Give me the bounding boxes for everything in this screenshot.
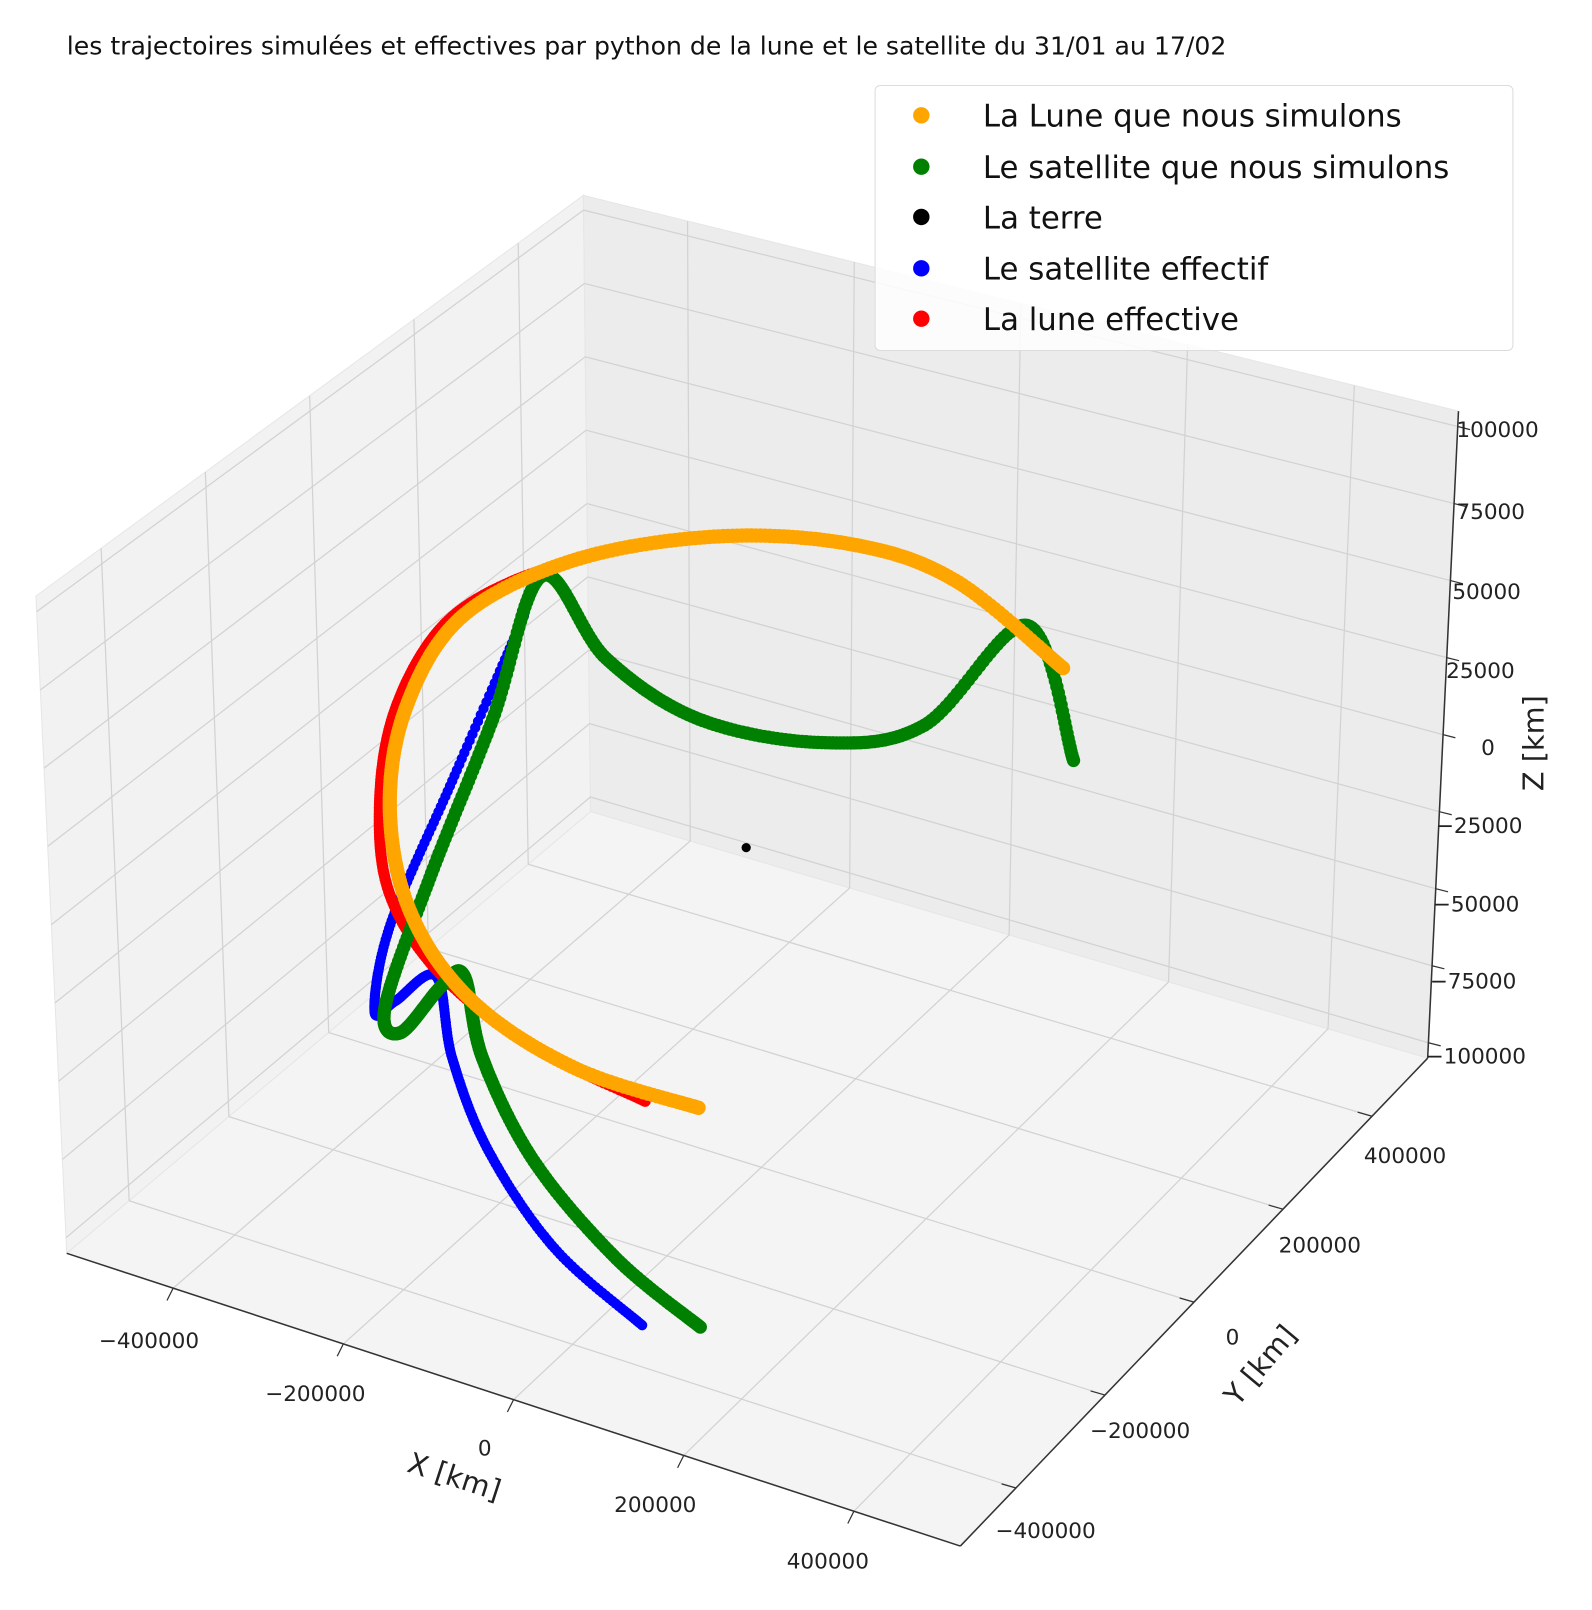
z-tick-label: 0 <box>1481 736 1495 761</box>
grid-line <box>517 243 529 865</box>
z-tick-label: 75000 <box>1456 500 1525 525</box>
grid-line <box>128 1200 1017 1489</box>
legend-marker-moon-eff <box>913 310 930 327</box>
y-tick <box>1090 1390 1106 1396</box>
x-tick <box>506 1399 515 1413</box>
grid-line <box>1167 344 1189 982</box>
legend-marker-moon-sim <box>913 107 930 124</box>
z-tick <box>1428 1042 1441 1047</box>
grid-line <box>528 863 1373 1117</box>
axes-panes <box>35 194 1460 1547</box>
z-tick <box>1431 965 1445 970</box>
z-tick <box>1453 502 1467 508</box>
y-tick-labels: −400000 −200000 0 200000 400000 <box>995 1144 1446 1544</box>
y-tick <box>1268 1204 1284 1210</box>
grid-line <box>309 395 330 1033</box>
x-tick-label: −200000 <box>265 1382 365 1407</box>
y-tick <box>1001 1483 1017 1489</box>
grid-line <box>428 947 1284 1210</box>
x-tick <box>677 1455 685 1469</box>
z-tick-labels: −100000 −75000 −50000 −25000 0 25000 500… <box>1426 418 1539 1070</box>
z-tick-label: −25000 <box>1436 814 1523 839</box>
x-tick-labels: −400000 −200000 0 200000 400000 <box>99 1329 869 1575</box>
legend: La Lune que nous simulons Le satellite q… <box>874 85 1514 352</box>
z-tick-label: −50000 <box>1433 892 1520 917</box>
grid-lines <box>36 209 1458 1512</box>
y-tick-label: 200000 <box>1279 1233 1361 1258</box>
z-tick <box>1457 425 1471 431</box>
z-tick-label: 25000 <box>1446 659 1515 684</box>
z-tick-label: 50000 <box>1452 580 1521 605</box>
grid-line <box>849 262 855 888</box>
z-tick-label: −75000 <box>1430 969 1517 994</box>
grid-line <box>204 471 230 1117</box>
z-tick <box>1435 888 1449 893</box>
y-tick-label: 0 <box>1226 1326 1240 1351</box>
x-tick <box>847 1510 855 1524</box>
chart-title: les trajectoires simulées et effectives … <box>67 32 1227 61</box>
legend-marker-earth <box>913 208 930 226</box>
x-tick-label: 200000 <box>614 1493 696 1518</box>
x-tick <box>166 1287 174 1301</box>
z-tick <box>1442 734 1456 739</box>
grid-line <box>328 1031 1195 1303</box>
y-tick-label: 400000 <box>1364 1144 1446 1169</box>
x-tick <box>336 1343 344 1357</box>
grid-line <box>100 548 130 1201</box>
data-point <box>1055 660 1071 676</box>
plot-area <box>369 528 1081 1334</box>
grid-line <box>228 1116 1106 1396</box>
legend-label: Le satellite effectif <box>983 252 1269 288</box>
y-tick-label: −200000 <box>1090 1419 1190 1444</box>
grid-line <box>686 221 691 842</box>
legend-marker-sat-sim <box>913 158 930 175</box>
y-tick <box>1357 1111 1373 1117</box>
y-tick <box>1179 1297 1195 1303</box>
legend-label: La Lune que nous simulons <box>983 99 1402 135</box>
x-tick-label: −400000 <box>99 1329 199 1354</box>
x-tick-label: 400000 <box>787 1550 869 1575</box>
legend-label: Le satellite que nous simulons <box>983 150 1449 186</box>
tick-marks <box>166 425 1471 1524</box>
series-la-terre <box>741 843 751 853</box>
z-tick <box>1446 657 1460 662</box>
legend-marker-sat-eff <box>913 260 930 277</box>
z-tick <box>1450 579 1463 585</box>
legend-label: La terre <box>983 200 1103 236</box>
data-point <box>1066 753 1081 768</box>
legend-label: La lune effective <box>983 302 1239 338</box>
z-tick <box>1439 811 1452 816</box>
legend-box <box>874 85 1514 352</box>
z-axis-label: Z [km] <box>1517 695 1551 791</box>
grid-line <box>1327 385 1355 1029</box>
data-point <box>741 843 751 853</box>
y-tick-label: −400000 <box>995 1519 1095 1544</box>
z-tick-label: −100000 <box>1426 1044 1526 1069</box>
x-tick-label: 0 <box>478 1437 492 1462</box>
z-tick-label: 100000 <box>1456 418 1538 443</box>
series-la-lune-que-nous-simulons <box>382 528 1071 1115</box>
